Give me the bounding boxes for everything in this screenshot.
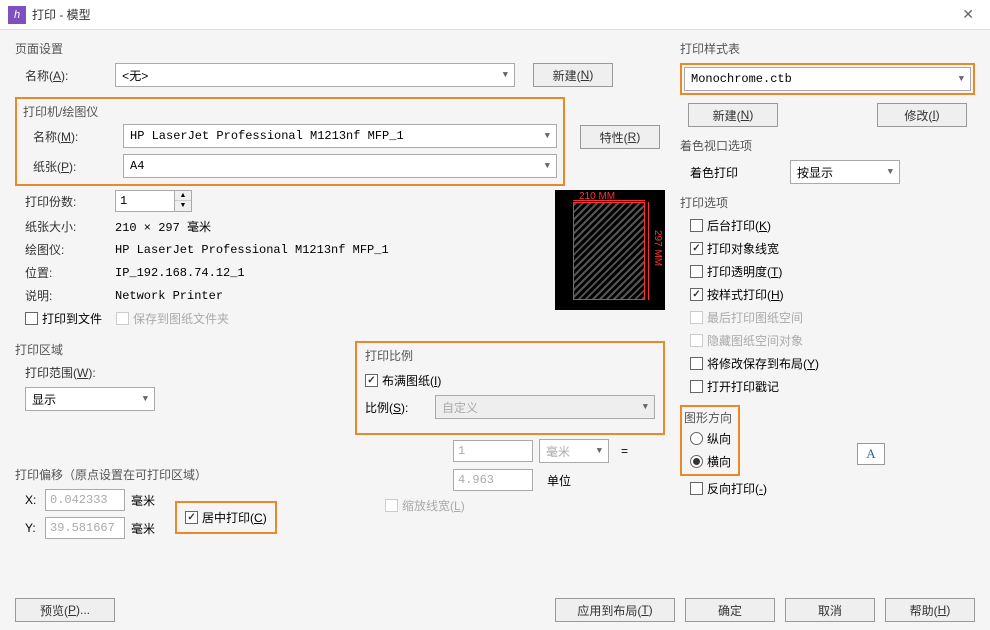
reverse-checkbox[interactable] xyxy=(690,482,703,495)
hide-checkbox xyxy=(690,334,703,347)
eq-label: = xyxy=(621,444,628,458)
plotter-label: 绘图仪: xyxy=(15,241,115,258)
center-label: 居中打印(C) xyxy=(202,509,267,526)
orientation-icon: A xyxy=(857,443,885,465)
help-button[interactable]: 帮助(H) xyxy=(885,598,975,622)
paperspace-checkbox xyxy=(690,311,703,324)
area-header: 打印区域 xyxy=(15,341,355,358)
plotter-value: HP LaserJet Professional M1213nf MFP_1 xyxy=(115,243,389,257)
bg-checkbox[interactable] xyxy=(690,219,703,232)
save-folder-label: 保存到图纸文件夹 xyxy=(133,310,229,327)
size-value: 210 × 297 毫米 xyxy=(115,218,211,235)
location-label: 位置: xyxy=(15,264,115,281)
center-checkbox[interactable] xyxy=(185,511,198,524)
lw-label: 打印对象线宽 xyxy=(707,240,779,257)
titlebar: h 打印 - 模型 ✕ xyxy=(0,0,990,30)
ratio-label: 比例(S): xyxy=(365,399,435,416)
scale-lw-checkbox xyxy=(385,499,398,512)
y-label: Y: xyxy=(25,521,45,535)
stamp-checkbox[interactable] xyxy=(690,380,703,393)
landscape-label: 横向 xyxy=(707,453,731,470)
x-label: X: xyxy=(25,493,45,507)
print-to-file-checkbox[interactable] xyxy=(25,312,38,325)
fit-checkbox[interactable] xyxy=(365,374,378,387)
portrait-label: 纵向 xyxy=(707,430,731,447)
printer-props-button[interactable]: 特性(R) xyxy=(580,125,660,149)
page-name-select[interactable]: <无>▼ xyxy=(115,63,515,87)
print-to-file-label: 打印到文件 xyxy=(42,310,102,327)
bg-label: 后台打印(K) xyxy=(707,217,771,234)
y-unit: 毫米 xyxy=(131,520,155,537)
copies-input[interactable] xyxy=(115,190,175,212)
ratio-select: 自定义▼ xyxy=(435,395,655,419)
apply-button[interactable]: 应用到布局(T) xyxy=(555,598,675,622)
desc-label: 说明: xyxy=(15,287,115,304)
trans-checkbox[interactable] xyxy=(690,265,703,278)
paper-select[interactable]: A4▼ xyxy=(123,154,557,178)
paper-preview: 210 MM 297 MM xyxy=(555,190,665,310)
page-settings-header: 页面设置 xyxy=(15,40,665,57)
size-label: 纸张大小: xyxy=(15,218,115,235)
scale-unit-select: 毫米▼ xyxy=(539,439,609,463)
options-header: 打印选项 xyxy=(680,194,975,211)
x-unit: 毫米 xyxy=(131,492,155,509)
ok-button[interactable]: 确定 xyxy=(685,598,775,622)
range-label: 打印范围(W): xyxy=(15,364,115,381)
page-name-label: 名称(A): xyxy=(15,67,115,84)
scale-header: 打印比例 xyxy=(365,347,655,364)
close-button[interactable]: ✕ xyxy=(954,6,982,23)
hide-label: 隐藏图纸空间对象 xyxy=(707,332,803,349)
page-new-button[interactable]: 新建(N) xyxy=(533,63,613,87)
denom-unit-label: 单位 xyxy=(547,472,571,489)
scale-denom-input xyxy=(453,469,533,491)
cancel-button[interactable]: 取消 xyxy=(785,598,875,622)
portrait-radio[interactable] xyxy=(690,432,703,445)
styletable-select[interactable]: Monochrome.ctb▼ xyxy=(684,67,971,91)
copies-label: 打印份数: xyxy=(15,193,115,210)
y-input xyxy=(45,517,125,539)
range-select[interactable]: 显示▼ xyxy=(25,387,155,411)
printer-name-label: 名称(M): xyxy=(23,128,123,145)
trans-label: 打印透明度(T) xyxy=(707,263,782,280)
desc-value: Network Printer xyxy=(115,289,223,303)
location-value: IP_192.168.74.12_1 xyxy=(115,266,245,280)
copies-spinner[interactable]: ▲▼ xyxy=(175,190,192,212)
preview-button[interactable]: 预览(P)... xyxy=(15,598,115,622)
save-layout-label: 将修改保存到布局(Y) xyxy=(707,355,819,372)
window-title: 打印 - 模型 xyxy=(32,6,954,23)
paper-label: 纸张(P): xyxy=(23,158,123,175)
orientation-header: 图形方向 xyxy=(684,409,732,426)
app-icon: h xyxy=(8,6,26,24)
fit-label: 布满图纸(I) xyxy=(382,372,441,389)
x-input xyxy=(45,489,125,511)
save-folder-checkbox xyxy=(116,312,129,325)
style-edit-button[interactable]: 修改(I) xyxy=(877,103,967,127)
style-new-button[interactable]: 新建(N) xyxy=(688,103,778,127)
printer-name-select[interactable]: HP LaserJet Professional M1213nf MFP_1▼ xyxy=(123,124,557,148)
scale-num-input xyxy=(453,440,533,462)
stamp-label: 打开打印戳记 xyxy=(707,378,779,395)
printer-header: 打印机/绘图仪 xyxy=(23,103,557,120)
styletable-header: 打印样式表 xyxy=(680,40,975,57)
shaded-header: 着色视口选项 xyxy=(680,137,975,154)
scale-lw-label: 缩放线宽(L) xyxy=(402,497,465,514)
landscape-radio[interactable] xyxy=(690,455,703,468)
lw-checkbox[interactable] xyxy=(690,242,703,255)
shaded-select[interactable]: 按显示▼ xyxy=(790,160,900,184)
paperspace-label: 最后打印图纸空间 xyxy=(707,309,803,326)
reverse-label: 反向打印(-) xyxy=(707,480,767,497)
shaded-label: 着色打印 xyxy=(690,164,790,181)
style-checkbox[interactable] xyxy=(690,288,703,301)
save-layout-checkbox[interactable] xyxy=(690,357,703,370)
style-label: 按样式打印(H) xyxy=(707,286,784,303)
